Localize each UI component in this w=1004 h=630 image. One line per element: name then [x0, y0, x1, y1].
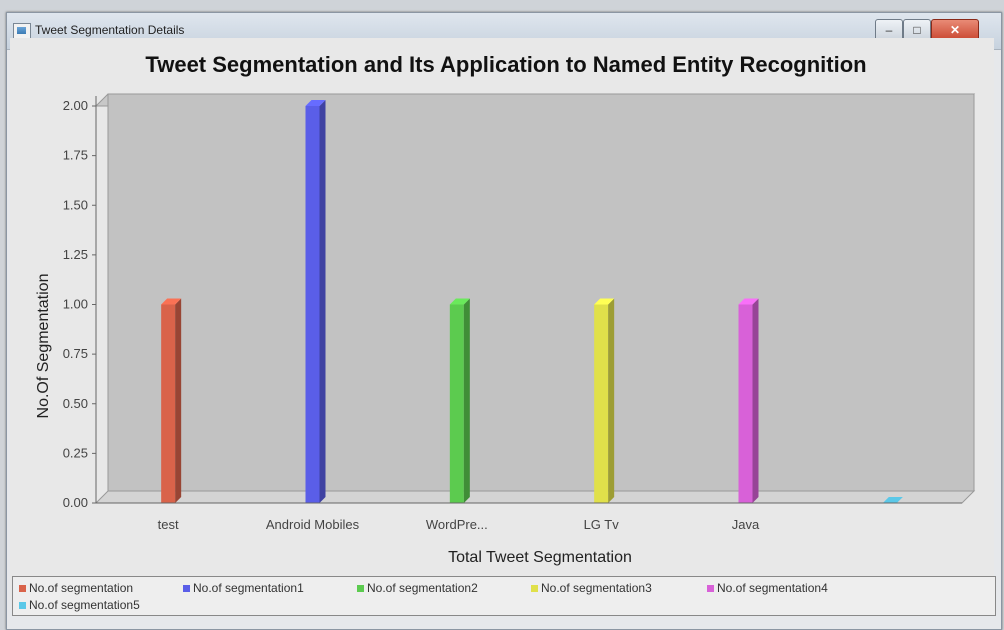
x-axis-label: Total Tweet Segmentation [448, 549, 632, 566]
bar [882, 497, 903, 503]
bar-chart: Tweet Segmentation and Its Application t… [35, 52, 976, 566]
y-tick-label: 1.25 [63, 247, 88, 262]
bar-front [738, 304, 753, 503]
legend-label: No.of segmentation4 [717, 581, 828, 595]
legend-swatch [183, 585, 190, 592]
legend-item: No.of segmentation1 [183, 581, 304, 595]
legend-item: No.of segmentation2 [357, 581, 478, 595]
y-tick-label: 1.75 [63, 148, 88, 163]
window-title: Tweet Segmentation Details [35, 23, 185, 37]
bar-front [161, 304, 176, 503]
y-tick-label: 1.50 [63, 197, 88, 212]
y-tick-label: 0.00 [63, 495, 88, 510]
y-axis: 0.00 0.25 0.50 0.75 1.00 1.25 1.50 1.75 2.00 [63, 96, 97, 510]
x-tick-label: Java [732, 517, 760, 532]
bar-side [752, 298, 759, 503]
bar [161, 298, 182, 503]
bar [305, 100, 326, 503]
plot-floor [94, 490, 976, 504]
y-tick-label: 2.00 [63, 98, 88, 113]
plot-area [94, 93, 976, 504]
app-icon [13, 23, 31, 39]
y-tick-label: 0.75 [63, 346, 88, 361]
bar-side [463, 298, 470, 503]
maximize-icon: □ [913, 23, 921, 37]
y-tick-label: 0.25 [63, 445, 88, 460]
legend-label: No.of segmentation3 [541, 581, 652, 595]
bar-top [882, 497, 903, 503]
x-tick-label: LG Tv [584, 517, 620, 532]
bar-front [594, 304, 609, 503]
y-axis-label: No.Of Segmentation [35, 274, 52, 419]
x-tick-label: Android Mobiles [266, 517, 360, 532]
bar [449, 298, 470, 503]
bar-top [594, 298, 615, 305]
legend-swatch [357, 585, 364, 592]
bar-side [175, 298, 182, 503]
bar-front [305, 106, 320, 503]
bar-top [738, 298, 759, 305]
bar-front [449, 304, 464, 503]
y-tick-label: 1.00 [63, 297, 88, 312]
legend-label: No.of segmentation2 [367, 581, 478, 595]
bar-top [161, 298, 182, 305]
legend-item: No.of segmentation [19, 581, 133, 595]
bar-top [305, 100, 326, 106]
chart-title: Tweet Segmentation and Its Application t… [145, 52, 866, 77]
legend-swatch [707, 585, 714, 592]
bars [161, 100, 903, 503]
plot-back-wall [107, 93, 975, 492]
legend: No.of segmentation No.of segmentation1 No.… [12, 576, 996, 616]
bar-top [449, 298, 470, 305]
bar [594, 298, 615, 503]
legend-label: No.of segmentation [29, 581, 134, 595]
legend-label: No.of segmentation5 [29, 598, 140, 612]
bar-side [608, 298, 615, 503]
x-tick-label: test [158, 517, 179, 532]
legend-item: No.of segmentation4 [707, 581, 828, 595]
y-tick-label: 0.50 [63, 396, 88, 411]
bar-side [319, 100, 326, 503]
bar [738, 298, 759, 503]
legend-swatch [19, 585, 26, 592]
legend-swatch [531, 585, 538, 592]
legend-item: No.of segmentation3 [531, 581, 652, 595]
minimize-icon: – [885, 23, 893, 37]
close-icon: ✕ [949, 23, 961, 37]
chart-panel: Tweet Segmentation and Its Application t… [10, 38, 994, 598]
legend-item: No.of segmentation5 [19, 598, 140, 612]
x-tick-label: WordPre... [426, 517, 488, 532]
legend-label: No.of segmentation1 [193, 581, 304, 595]
legend-swatch [19, 602, 26, 609]
x-axis: test Android Mobiles WordPre... LG Tv Java [96, 502, 962, 532]
